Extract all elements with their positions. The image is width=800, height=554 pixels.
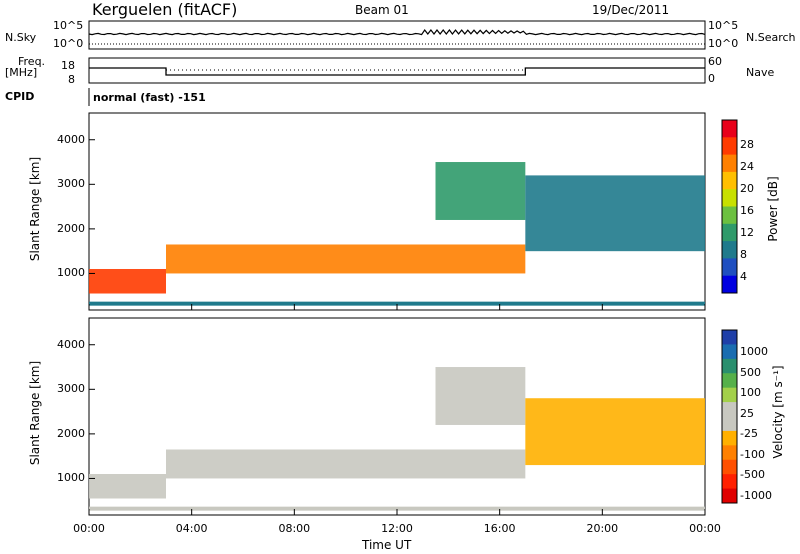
xtick-label: 08:00: [278, 522, 311, 535]
power-feature-1: [166, 244, 526, 274]
date-label: 19/Dec/2011: [592, 3, 670, 17]
velocity-colorbar-segment-0: [722, 330, 737, 345]
velocity-colorbar-segment-11: [722, 488, 737, 504]
power-ylabel: Slant Range [km]: [28, 156, 42, 262]
velocity-ytick-label: 3000: [57, 382, 85, 396]
xtick-label: 04:00: [175, 522, 208, 535]
velocity-ytick-label: 2000: [57, 426, 85, 440]
power-colorbar-segment-0: [722, 120, 737, 138]
power-ytick-label: 3000: [57, 177, 85, 191]
nsky-panel-frame: [88, 20, 706, 50]
power-colorbar-segment-8: [722, 258, 737, 277]
velocity-colorbar-segment-10: [722, 474, 737, 490]
power-colorbar-segment-1: [722, 137, 737, 156]
xtick-label: 00:00: [689, 522, 721, 535]
power-tick-label: 24: [740, 160, 754, 173]
velocity-colorbar-frame: [721, 329, 738, 504]
xtick-label: 16:00: [483, 522, 516, 535]
power-colorbar-segment-9: [722, 275, 737, 294]
power-tick-label: 4: [740, 270, 747, 283]
velocity-tick-label: 1000: [740, 345, 768, 358]
power-tick-label: 20: [740, 182, 754, 195]
nsky-bottom-tick: 10^0: [53, 37, 84, 50]
power-ytick-label: 1000: [57, 266, 85, 280]
nsearch-label: N.Search: [746, 31, 796, 44]
velocity-feature-2: [435, 367, 526, 425]
velocity-colorbar-segment-6: [722, 416, 737, 432]
nsearch-top-tick: 10^5: [708, 19, 739, 32]
power-colorbar-segment-6: [722, 223, 737, 242]
velocity-tick-label: 100: [740, 386, 761, 399]
nave-label: Nave: [746, 66, 775, 79]
freq-top-tick: 18: [61, 59, 75, 72]
velocity-colorbar-segment-5: [722, 402, 737, 417]
power-tick-label: 8: [740, 248, 747, 261]
nsky-label: N.Sky: [5, 31, 37, 44]
velocity-colorbar-segment-7: [722, 430, 737, 446]
power-colorbar-segment-4: [722, 189, 737, 207]
nave-top-tick: 60: [708, 55, 722, 68]
freq-bottom-tick: 8: [68, 73, 75, 86]
power-colorbar-segment-3: [722, 171, 737, 190]
power-feature-2: [435, 162, 526, 220]
nsky-trace: [88, 28, 706, 36]
velocity-colorbar-segment-2: [722, 358, 737, 374]
cpid-label: CPID: [5, 90, 35, 103]
nsearch-bottom-tick: 10^0: [708, 37, 739, 50]
x-axis-label: Time UT: [362, 538, 412, 552]
velocity-feature-3: [525, 398, 705, 466]
power-colorbar-label: Power [dB]: [766, 176, 780, 242]
station-title: Kerguelen (fitACF): [92, 0, 238, 19]
velocity-ytick-label: 4000: [57, 337, 85, 351]
velocity-tick-label: -25: [740, 427, 758, 440]
power-ground-strip: [89, 301, 705, 306]
xtick-label: 12:00: [381, 522, 413, 535]
nsky-top-tick: 10^5: [53, 19, 84, 32]
power-colorbar-frame: [721, 119, 738, 294]
velocity-tick-label: -1000: [740, 488, 772, 502]
velocity-feature-0: [89, 473, 166, 499]
velocity-tick-label: -100: [740, 447, 765, 461]
velocity-colorbar-label: Velocity [m s⁻¹]: [771, 365, 785, 459]
freq-panel-frame: [88, 57, 706, 84]
beam-label: Beam 01: [355, 3, 409, 17]
velocity-tick-label: -500: [740, 468, 765, 481]
freq-trace: [89, 67, 705, 76]
velocity-tick-label: 25: [740, 406, 754, 420]
velocity-colorbar-segment-8: [722, 445, 737, 461]
power-colorbar-segment-5: [722, 206, 737, 225]
velocity-feature-1: [166, 449, 526, 479]
power-feature-0: [89, 268, 166, 294]
freq-label-line2: [MHz]: [5, 66, 38, 79]
power-colorbar-segment-2: [722, 154, 737, 173]
nave-bottom-tick: 0: [708, 72, 715, 85]
freq-label-line1: Freq.: [18, 55, 46, 68]
velocity-ytick-label: 1000: [57, 471, 85, 485]
velocity-ylabel: Slant Range [km]: [28, 360, 42, 466]
velocity-colorbar-segment-4: [722, 387, 737, 403]
velocity-colorbar-segment-1: [722, 344, 737, 360]
power-colorbar-segment-7: [722, 241, 737, 259]
power-ytick-label: 4000: [57, 132, 85, 146]
xtick-label: 00:00: [73, 522, 105, 535]
power-tick-label: 28: [740, 138, 754, 151]
power-tick-label: 16: [740, 204, 754, 217]
velocity-colorbar-segment-9: [722, 459, 737, 475]
cpid-value: normal (fast) -151: [93, 91, 206, 104]
velocity-colorbar-segment-3: [722, 373, 737, 389]
velocity-tick-label: 500: [740, 365, 761, 379]
power-feature-3: [525, 175, 705, 252]
velocity-ground-strip: [89, 506, 705, 511]
power-ytick-label: 2000: [57, 221, 85, 235]
power-tick-label: 12: [740, 226, 754, 239]
xtick-label: 20:00: [586, 522, 619, 535]
